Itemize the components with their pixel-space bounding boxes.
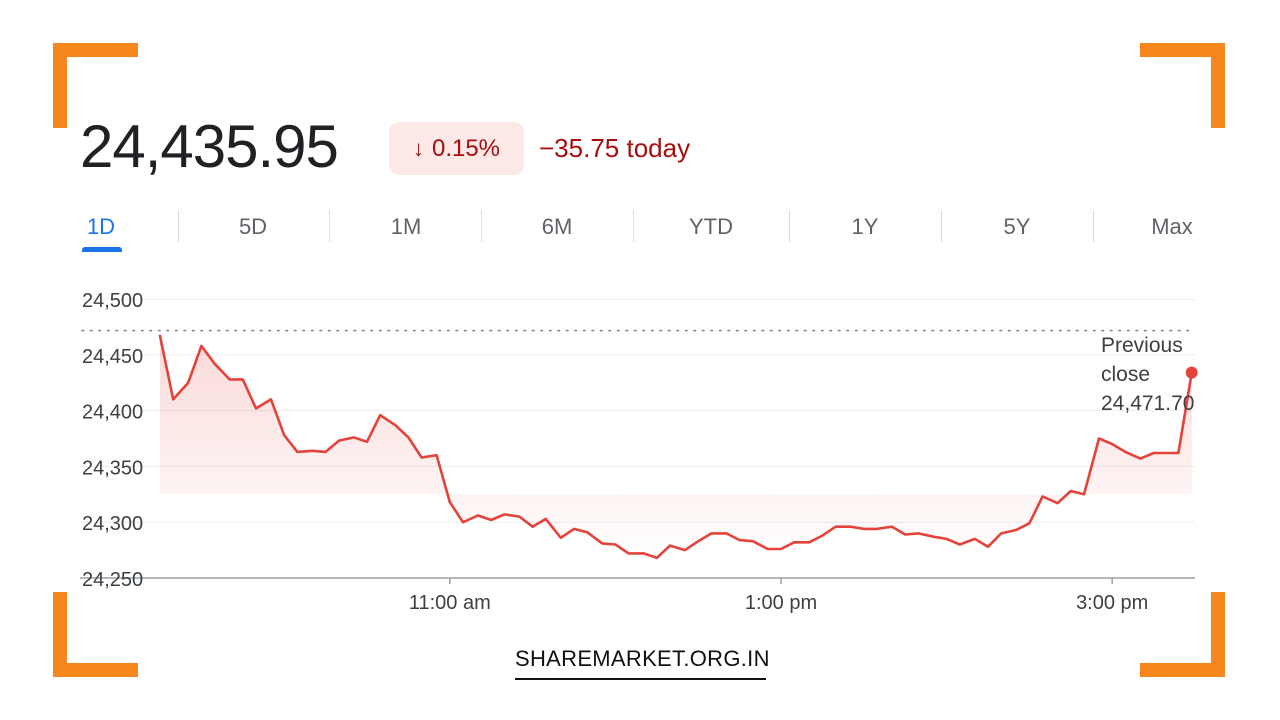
y-tick-label: 24,500	[82, 290, 143, 312]
x-tick-label: 11:00 am	[409, 592, 491, 614]
y-tick-label: 24,250	[82, 569, 143, 591]
last-price-dot	[1185, 366, 1198, 379]
site-watermark: SHAREMARKET.ORG.IN	[515, 646, 769, 680]
corner-bracket-bottom-left	[53, 592, 138, 677]
tab-ytd[interactable]: YTD	[689, 214, 733, 239]
tab-separator	[789, 210, 790, 242]
range-tabs: 1D 5D 1M 6M YTD 1Y 5Y Max	[80, 208, 1200, 254]
tab-1m[interactable]: 1M	[390, 214, 422, 239]
tab-max[interactable]: Max	[1151, 214, 1193, 239]
tab-1y[interactable]: 1Y	[851, 214, 879, 239]
y-tick-label: 24,300	[82, 513, 143, 535]
corner-bracket-top-left	[53, 43, 138, 128]
price-area-fill	[160, 335, 1192, 558]
tab-separator	[178, 210, 179, 242]
previous-close-label: close	[1101, 363, 1150, 386]
arrow-down-icon: ↓	[412, 135, 424, 161]
corner-bracket-top-right	[1140, 43, 1225, 128]
tab-separator	[481, 210, 482, 242]
tab-5d[interactable]: 5D	[238, 214, 268, 239]
active-tab-indicator	[82, 247, 122, 252]
tab-separator	[329, 210, 330, 242]
tab-5y[interactable]: 5Y	[1003, 214, 1031, 239]
previous-close-label: Previous	[1101, 334, 1183, 357]
x-tick-label: 1:00 pm	[745, 592, 817, 614]
tab-separator	[633, 210, 634, 242]
y-tick-label: 24,350	[82, 457, 143, 479]
y-tick-label: 24,400	[82, 402, 143, 424]
x-tick-label: 3:00 pm	[1076, 592, 1148, 614]
corner-bracket-bottom-right	[1140, 592, 1225, 677]
change-today: −35.75 today	[539, 133, 691, 163]
price-line	[158, 334, 1193, 560]
percent-change-value: 0.15%	[431, 134, 501, 162]
tab-separator	[941, 210, 942, 242]
tab-1d[interactable]: 1D	[86, 214, 116, 239]
previous-close-label: 24,471.70	[1101, 392, 1194, 415]
y-tick-label: 24,450	[82, 346, 143, 368]
percent-change-badge: ↓ 0.15%	[389, 122, 524, 175]
tab-6m[interactable]: 6M	[541, 214, 573, 239]
current-price: 24,435.95	[80, 113, 339, 180]
tab-separator	[1093, 210, 1094, 242]
